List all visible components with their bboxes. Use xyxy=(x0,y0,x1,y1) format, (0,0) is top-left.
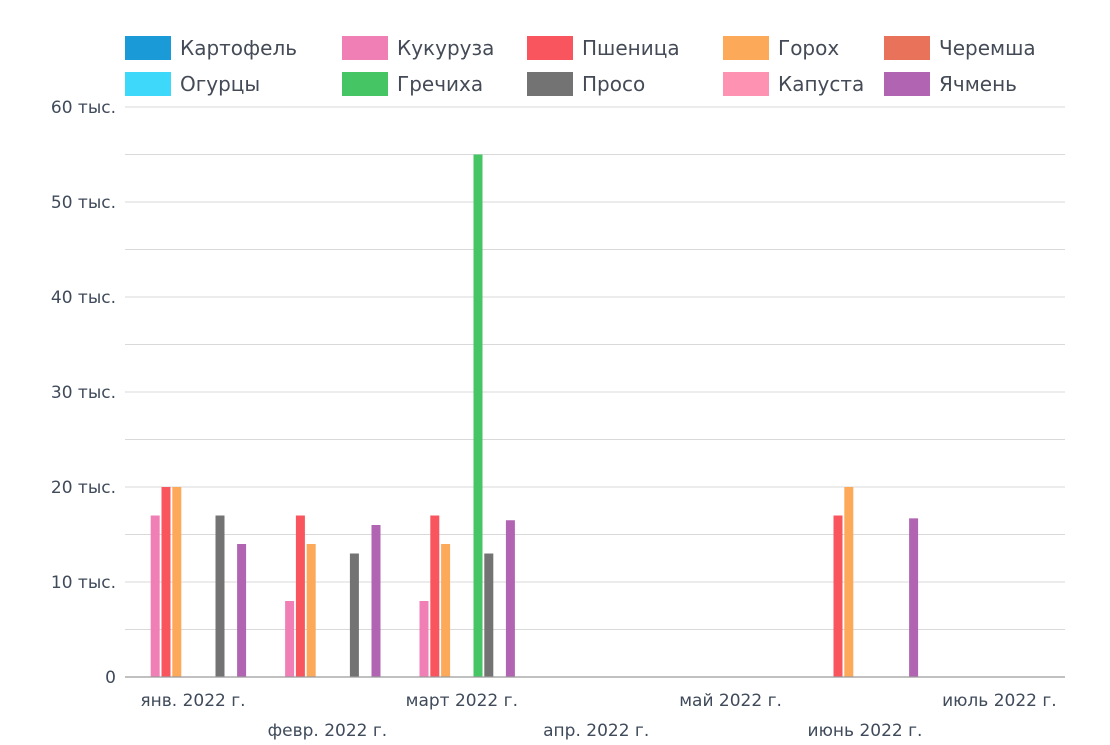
legend-item[interactable]: Горох xyxy=(723,36,839,60)
legend-item[interactable]: Ячмень xyxy=(884,72,1017,96)
y-tick-label: 50 тыс. xyxy=(51,193,116,213)
legend-label: Пшеница xyxy=(582,36,680,60)
bars xyxy=(150,154,919,678)
legend-swatch xyxy=(527,72,573,96)
x-tick-label: май 2022 г. xyxy=(679,691,782,711)
y-tick-label: 40 тыс. xyxy=(51,288,116,308)
x-tick-label: июнь 2022 г. xyxy=(808,721,923,741)
bar[interactable] xyxy=(306,544,316,677)
y-tick-label: 30 тыс. xyxy=(51,383,116,403)
legend-swatch xyxy=(884,72,930,96)
legend-swatch xyxy=(342,72,388,96)
legend-item[interactable]: Кукуруза xyxy=(342,36,494,60)
bar[interactable] xyxy=(172,487,182,677)
legend-swatch xyxy=(723,72,769,96)
legend-label: Ячмень xyxy=(939,72,1017,96)
legend-label: Огурцы xyxy=(180,72,260,96)
legend-item[interactable]: Просо xyxy=(527,72,645,96)
bar[interactable] xyxy=(833,515,843,678)
bar[interactable] xyxy=(215,515,225,678)
bar[interactable] xyxy=(295,515,305,678)
legend-item[interactable]: Черемша xyxy=(884,36,1036,60)
x-axis-tick-labels: янв. 2022 г. февр. 2022 г. март 2022 г. апр… xyxy=(140,691,1056,741)
bar[interactable] xyxy=(285,601,295,677)
x-tick-label: февр. 2022 г. xyxy=(268,721,388,741)
y-axis-tick-labels: 0 10 тыс. 20 тыс. 30 тыс. 40 тыс. 50 тыс. 60 т… xyxy=(51,98,116,688)
legend: Картофель Кукуруза Пшеница Горох Черемша Огур… xyxy=(125,36,1036,96)
legend-swatch xyxy=(723,36,769,60)
bar[interactable] xyxy=(484,553,494,678)
legend-swatch xyxy=(884,36,930,60)
legend-swatch xyxy=(527,36,573,60)
bar[interactable] xyxy=(349,553,359,678)
legend-label: Горох xyxy=(778,36,839,60)
legend-label: Кукуруза xyxy=(397,36,494,60)
legend-label: Просо xyxy=(582,72,645,96)
legend-label: Гречиха xyxy=(397,72,483,96)
legend-swatch xyxy=(125,36,171,60)
bar[interactable] xyxy=(430,515,440,678)
x-tick-label: март 2022 г. xyxy=(406,691,518,711)
bar[interactable] xyxy=(909,518,919,677)
x-tick-label: янв. 2022 г. xyxy=(140,691,245,711)
x-tick-label: июль 2022 г. xyxy=(942,691,1057,711)
x-tick-label: апр. 2022 г. xyxy=(543,721,649,741)
bar[interactable] xyxy=(237,544,247,677)
bar[interactable] xyxy=(161,487,171,677)
bar[interactable] xyxy=(473,154,483,678)
legend-label: Картофель xyxy=(180,36,297,60)
legend-item[interactable]: Огурцы xyxy=(125,72,260,96)
grid-lines xyxy=(125,106,1065,630)
legend-label: Капуста xyxy=(778,72,864,96)
legend-item[interactable]: Капуста xyxy=(723,72,864,96)
legend-swatch xyxy=(125,72,171,96)
bar[interactable] xyxy=(505,520,515,677)
y-tick-label: 60 тыс. xyxy=(51,98,116,118)
legend-item[interactable]: Пшеница xyxy=(527,36,680,60)
y-tick-label: 0 xyxy=(105,668,116,688)
bar[interactable] xyxy=(371,525,381,677)
bar[interactable] xyxy=(150,515,160,678)
bar[interactable] xyxy=(419,601,429,677)
bar[interactable] xyxy=(441,544,451,677)
legend-swatch xyxy=(342,36,388,60)
y-tick-label: 10 тыс. xyxy=(51,573,116,593)
legend-label: Черемша xyxy=(939,36,1036,60)
bar[interactable] xyxy=(844,487,854,677)
y-tick-label: 20 тыс. xyxy=(51,478,116,498)
legend-item[interactable]: Картофель xyxy=(125,36,297,60)
legend-item[interactable]: Гречиха xyxy=(342,72,483,96)
